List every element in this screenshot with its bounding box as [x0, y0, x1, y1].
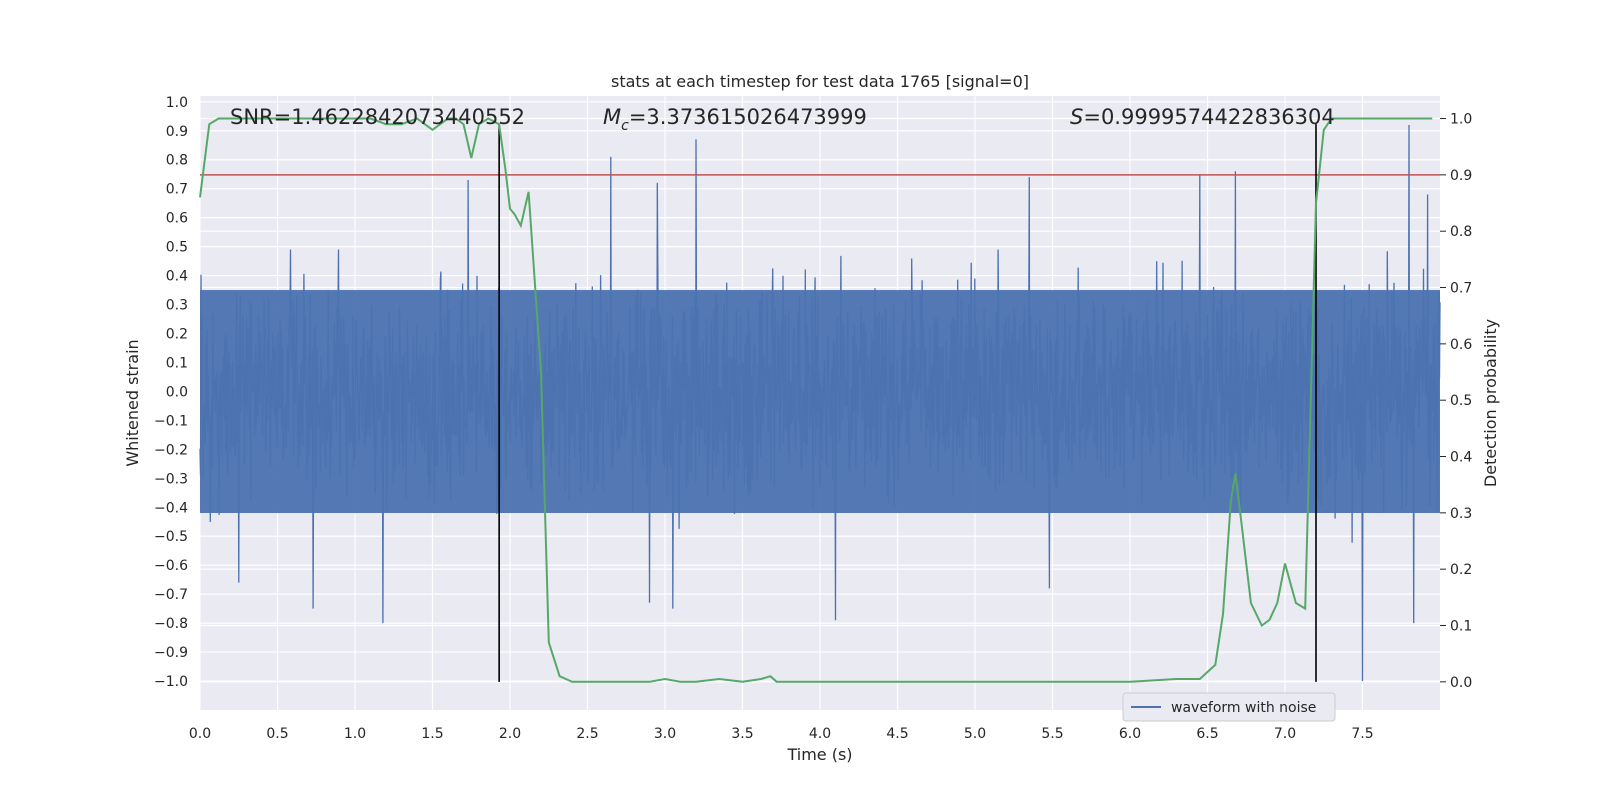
y2-tick-label: 0.3	[1450, 506, 1472, 522]
y-tick-label: 1.0	[166, 95, 188, 111]
y2-tick-label: 0.2	[1450, 562, 1472, 578]
x-tick-label: 2.5	[576, 726, 598, 742]
mc-value: =3.373615026473999	[629, 105, 867, 129]
s-annotation: S=0.9999574422836304	[1070, 105, 1335, 129]
s-value: =0.9999574422836304	[1083, 105, 1334, 129]
y-tick-label: 0.0	[166, 384, 188, 400]
overlay-lines	[199, 117, 1440, 683]
x-tick-label: 6.5	[1196, 726, 1218, 742]
y-tick-label: 0.8	[166, 153, 188, 169]
x-tick-label: 1.5	[421, 726, 443, 742]
x-tick-label: 2.0	[499, 726, 521, 742]
y2-tick-label: 0.8	[1450, 224, 1472, 240]
y-tick-label: 0.2	[166, 326, 188, 342]
y-tick-label: 0.4	[166, 269, 188, 285]
detection-probability-line	[199, 117, 1433, 683]
y-tick-label: 0.6	[166, 211, 188, 227]
y-tick-label: −0.2	[154, 442, 188, 458]
x-tick-label: 6.0	[1119, 726, 1141, 742]
y-tick-label: 0.5	[166, 240, 188, 256]
y2-tick-label: 0.7	[1450, 281, 1472, 297]
x-axis-ticks: 0.0 0.5 1.0 1.5 2.0 2.5 3.0 3.5 4.0 4.5 5.0 5.5 6.0 6…	[189, 726, 1374, 742]
x-tick-label: 1.0	[344, 726, 366, 742]
y-tick-label: −0.5	[154, 529, 188, 545]
legend: waveform with noise	[1122, 692, 1336, 722]
y-tick-label: −0.1	[154, 413, 188, 429]
y2-tick-label: 0.9	[1450, 168, 1472, 184]
y-tick-label: 0.7	[166, 182, 188, 198]
y-tick-label: −0.7	[154, 587, 188, 603]
y2-tick-label: 0.0	[1450, 675, 1472, 691]
y-axis-title: Whitened strain	[123, 339, 142, 466]
s-symbol: S	[1070, 105, 1083, 129]
mc-subscript: c	[621, 118, 629, 134]
y2-tick-label: 0.4	[1450, 450, 1472, 466]
y-tick-label: 0.1	[166, 355, 188, 371]
mc-annotation: Mc=3.373615026473999	[603, 105, 867, 134]
x-tick-label: 3.5	[731, 726, 753, 742]
y2-axis-title: Detection probability	[1481, 319, 1500, 487]
y2-tick-label: 0.6	[1450, 337, 1472, 353]
y-tick-label: 0.3	[166, 298, 188, 314]
x-tick-label: 7.0	[1274, 726, 1296, 742]
y-axis-ticks: 1.0 0.9 0.8 0.7 0.6 0.5 0.4 0.3 0.2 0.1 0.0 −0.1 −0.…	[154, 95, 188, 690]
y-tick-label: 0.9	[166, 124, 188, 140]
y2-tick-label: 0.1	[1450, 619, 1472, 635]
y-tick-label: −0.8	[154, 616, 188, 632]
waveform-with-noise-series	[199, 124, 1441, 682]
x-tick-label: 7.5	[1351, 726, 1373, 742]
legend-box	[1122, 692, 1336, 722]
x-axis-title: Time (s)	[786, 745, 852, 764]
y-tick-label: −0.4	[154, 500, 188, 516]
y2-tick-label: 0.5	[1450, 393, 1472, 409]
legend-label: waveform with noise	[1171, 700, 1316, 716]
y-tick-label: −1.0	[154, 674, 188, 690]
x-tick-label: 3.0	[654, 726, 676, 742]
x-tick-label: 5.0	[964, 726, 986, 742]
y-tick-label: −0.6	[154, 558, 188, 574]
chart-title: stats at each timestep for test data 176…	[611, 72, 1029, 91]
mc-symbol: M	[603, 105, 621, 129]
x-tick-label: 5.5	[1041, 726, 1063, 742]
y2-tick-label: 1.0	[1450, 112, 1472, 128]
y2-axis-ticks: 1.0 0.9 0.8 0.7 0.6 0.5 0.4 0.3 0.2 0.1 0.0	[1440, 112, 1472, 691]
snr-annotation: SNR=1.4622842073440552	[230, 105, 525, 129]
x-tick-label: 4.0	[809, 726, 831, 742]
y-tick-label: −0.3	[154, 471, 188, 487]
x-tick-label: 0.5	[266, 726, 288, 742]
x-tick-label: 0.0	[189, 726, 211, 742]
x-tick-label: 4.5	[886, 726, 908, 742]
y-tick-label: −0.9	[154, 645, 188, 661]
